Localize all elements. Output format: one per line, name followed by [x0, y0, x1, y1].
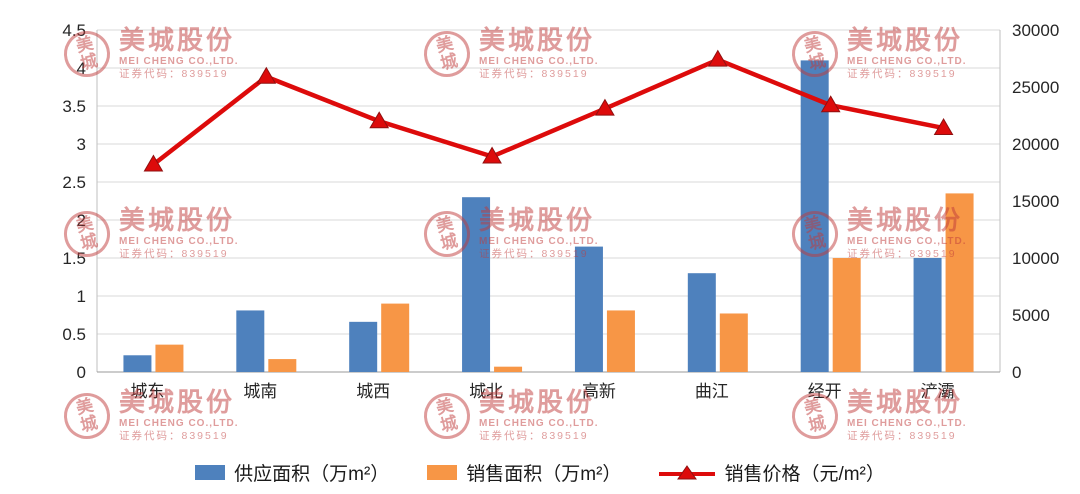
category-label-6: 经开	[808, 382, 842, 401]
price-line-swatch	[659, 464, 716, 482]
category-label-3: 城北	[469, 382, 503, 401]
legend-label-sales: 销售面积（万m²）	[466, 464, 622, 485]
supply-bar-0	[123, 355, 152, 372]
right-axis-tick: 25000	[1012, 78, 1059, 97]
legend-label-supply: 供应面积（万m²）	[234, 464, 390, 485]
left-axis-tick: 1.5	[62, 249, 86, 268]
legend-label-price: 销售价格（元/m²）	[724, 464, 885, 485]
sales-bar-2	[381, 303, 410, 372]
sales-bar-4	[606, 310, 635, 372]
category-label-5: 曲江	[695, 382, 729, 401]
category-label-2: 城西	[356, 382, 390, 401]
price-line	[152, 57, 945, 167]
price-marker-5	[707, 49, 728, 67]
category-label-7: 浐灞	[921, 382, 955, 401]
category-label-4: 高新	[582, 382, 616, 401]
left-axis-tick: 4.5	[62, 21, 86, 40]
sales-bar-5	[719, 313, 748, 372]
sales-bar-6	[832, 258, 861, 372]
right-axis-tick: 0	[1012, 363, 1021, 382]
left-axis-tick: 4	[77, 59, 86, 78]
right-axis-tick: 15000	[1012, 192, 1059, 211]
supply-bar-6	[800, 60, 829, 373]
category-label-0: 城东	[130, 382, 164, 401]
supply-bar-swatch	[195, 465, 226, 480]
supply-bar-1	[236, 310, 265, 372]
left-axis-tick: 2.5	[62, 173, 86, 192]
price-marker-2	[369, 111, 390, 129]
left-axis-tick: 3	[77, 135, 86, 154]
sales-bar-1	[268, 359, 297, 372]
right-axis-tick: 5000	[1012, 306, 1050, 325]
sales-bar-0	[155, 344, 184, 372]
left-axis-tick: 0	[77, 363, 86, 382]
supply-bar-3	[462, 197, 491, 372]
sales-bar-swatch	[427, 465, 458, 480]
price-marker-6	[820, 95, 841, 113]
legend-item-price: 销售价格（元/m²）	[659, 459, 885, 486]
left-axis-tick: 2	[77, 211, 86, 230]
right-axis-tick: 30000	[1012, 21, 1059, 40]
legend-item-sales: 销售面积（万m²）	[427, 459, 621, 486]
price-marker-0	[143, 154, 164, 172]
right-axis-tick: 10000	[1012, 249, 1059, 268]
left-axis-tick: 3.5	[62, 97, 86, 116]
price-marker-7	[933, 118, 954, 136]
supply-bar-2	[349, 321, 378, 372]
supply-bar-4	[574, 246, 603, 372]
left-axis-tick: 1	[77, 287, 86, 306]
price-marker-3	[482, 146, 502, 164]
price-marker-1	[256, 66, 277, 84]
supply-bar-7	[913, 258, 942, 372]
sales-bar-3	[494, 366, 523, 372]
left-axis-tick: 0.5	[62, 325, 86, 344]
price-marker-4	[595, 98, 615, 116]
chart-legend: 供应面积（万m²） 销售面积（万m²） 销售价格（元/m²）	[0, 459, 1080, 486]
supply-bar-5	[687, 273, 716, 372]
legend-item-supply: 供应面积（万m²）	[195, 459, 389, 486]
right-axis-tick: 20000	[1012, 135, 1059, 154]
category-label-1: 城南	[243, 382, 277, 401]
sales-bar-7	[945, 193, 974, 372]
